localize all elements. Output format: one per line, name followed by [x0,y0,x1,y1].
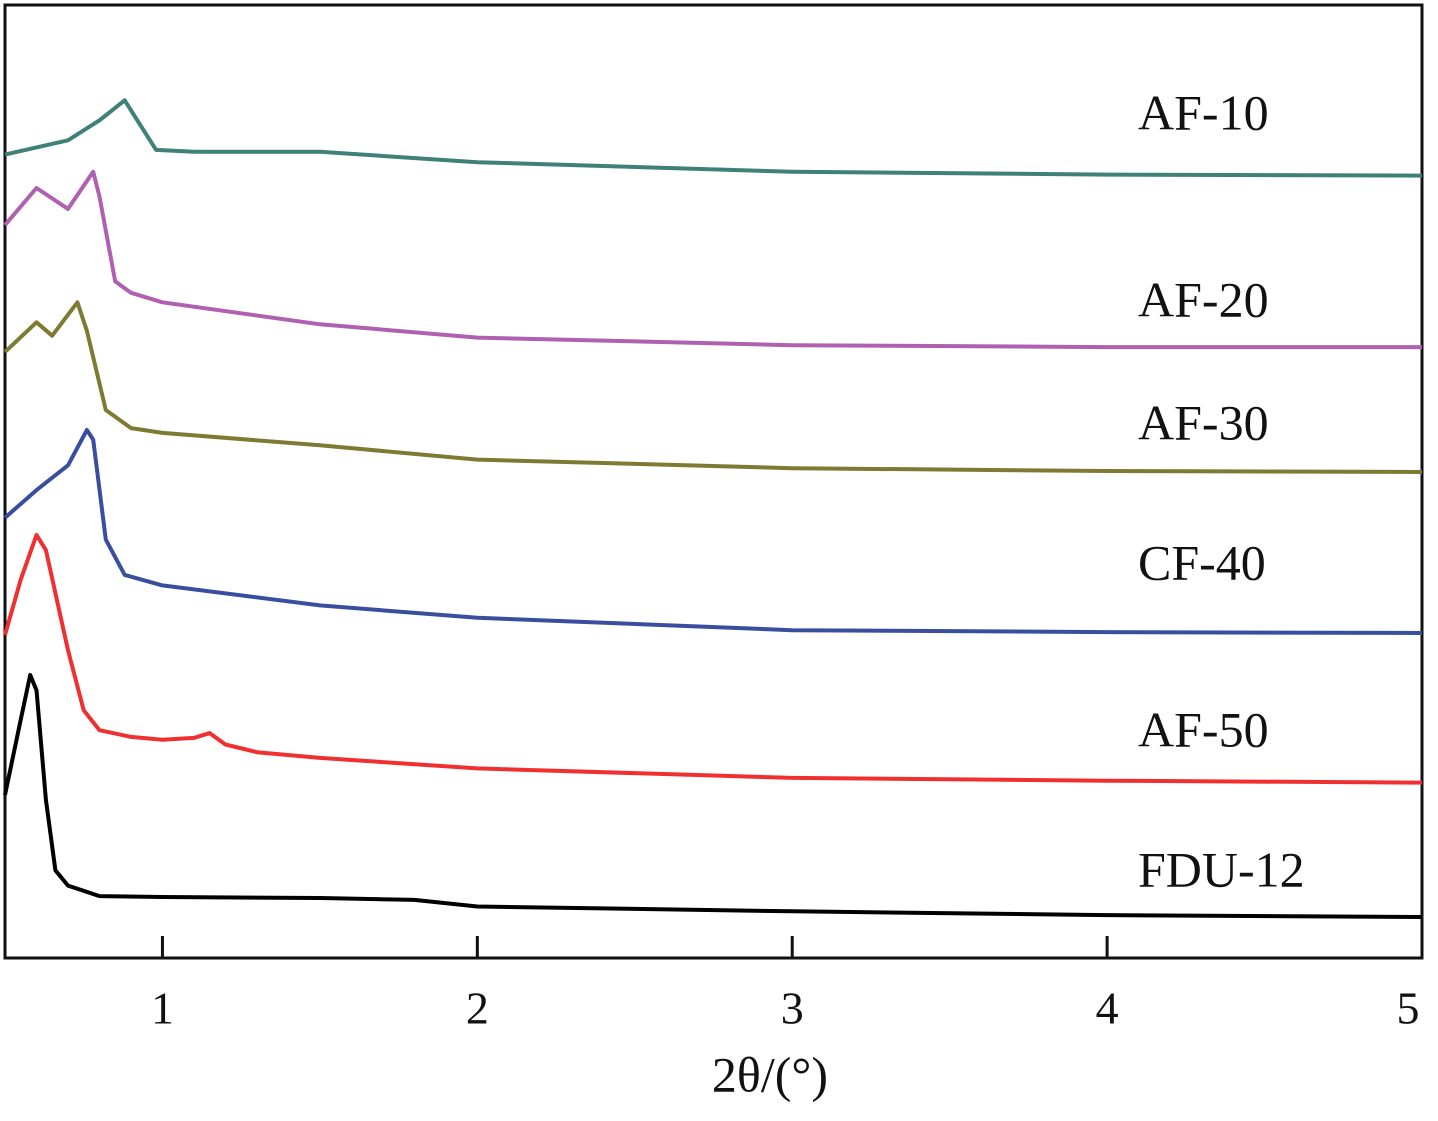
series-label: CF-40 [1138,534,1266,590]
x-tick-label: 1 [151,983,174,1034]
series-line [3,300,1423,474]
series-line [3,428,1423,635]
series-line [3,532,1423,785]
series-label: AF-50 [1138,701,1269,757]
series-line [4,98,1423,178]
x-axis-title: 2θ/(°) [712,1046,828,1102]
series-label: AF-10 [1138,84,1269,140]
x-tick-label: 3 [781,983,804,1034]
series-line [3,169,1422,350]
x-tick-label: 5 [1397,983,1420,1034]
series-line [3,673,1423,919]
x-tick-label: 2 [466,983,489,1034]
series-label: AF-30 [1138,394,1269,450]
series-label: FDU-12 [1138,841,1305,897]
series-label: AF-20 [1138,271,1269,327]
x-tick-label: 4 [1096,983,1119,1034]
plot-frame [3,3,1424,960]
